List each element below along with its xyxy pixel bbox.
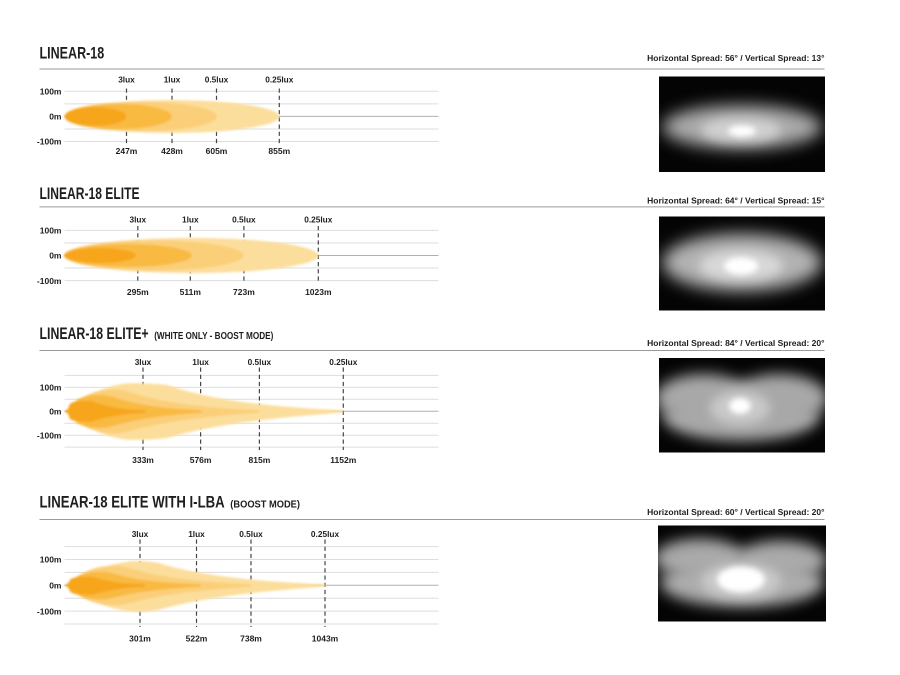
svg-text:(BOOST MODE): (BOOST MODE) xyxy=(230,499,300,510)
svg-text:1lux: 1lux xyxy=(188,529,205,539)
svg-text:3lux: 3lux xyxy=(129,214,146,224)
svg-text:LINEAR-18: LINEAR-18 xyxy=(40,45,105,63)
svg-text:0.25lux: 0.25lux xyxy=(304,214,333,224)
svg-text:522m: 522m xyxy=(186,634,208,644)
svg-text:1lux: 1lux xyxy=(164,75,181,85)
svg-text:LINEAR-18 ELITE+: LINEAR-18 ELITE+ xyxy=(40,325,149,343)
svg-text:1152m: 1152m xyxy=(330,455,356,465)
svg-text:1043m: 1043m xyxy=(312,634,339,644)
svg-text:-100m: -100m xyxy=(37,137,62,147)
svg-text:428m: 428m xyxy=(161,146,183,156)
svg-text:1023m: 1023m xyxy=(305,287,332,297)
svg-text:247m: 247m xyxy=(116,146,138,156)
svg-text:0m: 0m xyxy=(49,112,62,122)
svg-text:LINEAR-18 ELITE: LINEAR-18 ELITE xyxy=(40,185,140,203)
svg-text:0.25lux: 0.25lux xyxy=(329,357,358,367)
svg-text:Horizontal Spread: 60° / Ver: Horizontal Spread: 60° / Vertical Spread… xyxy=(647,507,825,517)
svg-text:301m: 301m xyxy=(129,634,151,644)
svg-text:511m: 511m xyxy=(180,287,202,297)
svg-text:Horizontal Spread: 84° / Ver: Horizontal Spread: 84° / Vertical Spread… xyxy=(647,338,825,348)
svg-text:576m: 576m xyxy=(190,455,212,465)
svg-text:0.25lux: 0.25lux xyxy=(311,529,340,539)
svg-text:Horizontal Spread: 56° / Ver: Horizontal Spread: 56° / Vertical Spread… xyxy=(647,53,825,63)
svg-text:738m: 738m xyxy=(240,634,262,644)
svg-text:0.5lux: 0.5lux xyxy=(239,529,263,539)
svg-text:0.25lux: 0.25lux xyxy=(265,75,294,85)
svg-text:LINEAR-18 ELITE WITH I-LBA: LINEAR-18 ELITE WITH I-LBA xyxy=(40,493,225,512)
svg-text:100m: 100m xyxy=(40,226,62,236)
svg-text:100m: 100m xyxy=(40,555,62,565)
svg-text:0m: 0m xyxy=(49,581,62,591)
svg-text:605m: 605m xyxy=(206,146,228,156)
svg-text:-100m: -100m xyxy=(37,606,62,616)
svg-text:-100m: -100m xyxy=(37,430,62,440)
svg-text:0.5lux: 0.5lux xyxy=(205,75,229,85)
svg-text:815m: 815m xyxy=(249,455,271,465)
svg-text:3lux: 3lux xyxy=(135,357,152,367)
svg-text:333m: 333m xyxy=(132,455,154,465)
svg-text:0.5lux: 0.5lux xyxy=(248,357,272,367)
svg-text:855m: 855m xyxy=(268,146,290,156)
svg-text:1lux: 1lux xyxy=(182,214,199,224)
svg-text:(WHITE ONLY - BOOST MODE): (WHITE ONLY - BOOST MODE) xyxy=(154,330,273,341)
svg-text:295m: 295m xyxy=(127,287,149,297)
svg-text:0.5lux: 0.5lux xyxy=(232,214,256,224)
svg-text:723m: 723m xyxy=(233,287,255,297)
svg-text:100m: 100m xyxy=(40,383,62,393)
svg-text:0m: 0m xyxy=(49,251,62,261)
svg-text:0m: 0m xyxy=(49,407,62,417)
svg-text:3lux: 3lux xyxy=(132,529,149,539)
svg-text:3lux: 3lux xyxy=(118,75,135,85)
svg-text:-100m: -100m xyxy=(37,276,62,286)
svg-text:100m: 100m xyxy=(40,87,62,97)
svg-text:Horizontal Spread: 64° / Ver: Horizontal Spread: 64° / Vertical Spread… xyxy=(647,196,825,206)
svg-text:1lux: 1lux xyxy=(192,357,209,367)
